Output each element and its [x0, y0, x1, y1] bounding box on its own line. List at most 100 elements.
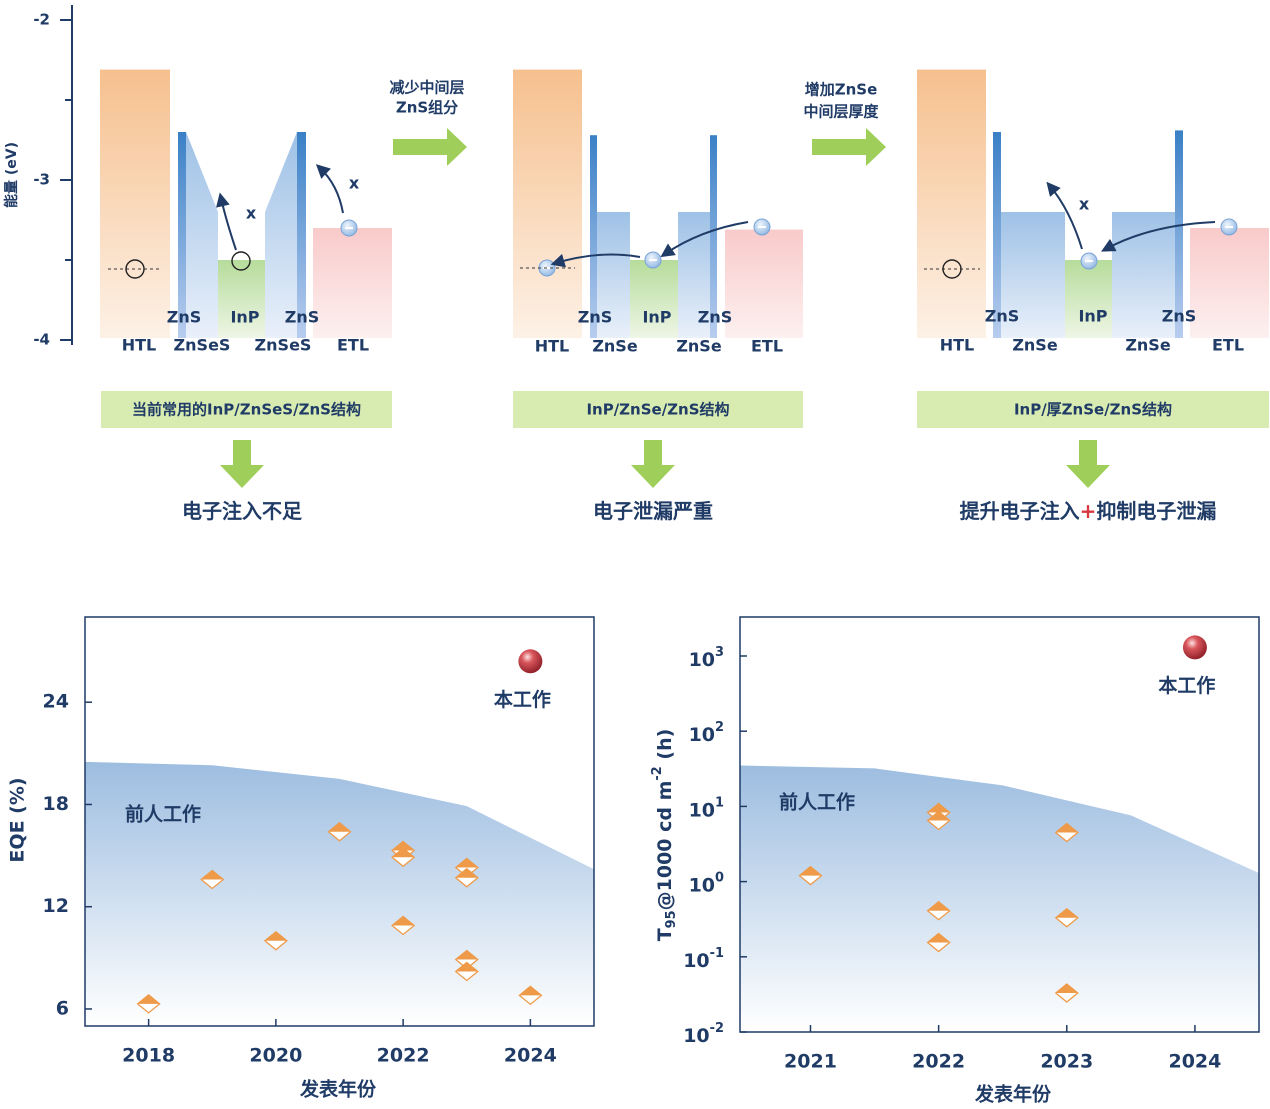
data-point	[926, 900, 951, 921]
layer-label: HTL	[940, 336, 975, 355]
layer-label: ZnSe	[1125, 336, 1171, 355]
arrow	[1046, 181, 1083, 250]
blocked-mark: x	[349, 174, 360, 193]
diamond-fill	[519, 986, 542, 996]
step-label: ZnS组分	[396, 99, 458, 117]
series-label: 前人工作	[779, 791, 855, 814]
band	[100, 69, 170, 338]
data-point	[1054, 983, 1079, 1003]
diamond-fill	[392, 916, 415, 926]
step-label: 中间层厚度	[803, 103, 879, 121]
x-tick-label: 2021	[784, 1051, 837, 1073]
step-arrow	[393, 128, 467, 166]
diamond-fill	[927, 803, 950, 813]
blocked-mark: x	[246, 204, 257, 223]
electron-empty	[231, 251, 251, 271]
band-diagram: -2 -3 -4 能量 (eV) ZnS InP ZnS HTL ZnSeS ZnSeS ETL x x…	[3, 5, 1269, 523]
x-tick-label: 2020	[249, 1045, 302, 1067]
diamond-fill	[927, 811, 950, 821]
down-arrow	[1066, 440, 1110, 488]
layer-label: ETL	[1212, 336, 1244, 355]
band	[725, 229, 803, 338]
x-axis-title: 发表年份	[299, 1078, 377, 1101]
x-tick-label: 2023	[1040, 1051, 1093, 1073]
diamond-fill	[927, 933, 950, 943]
diamond-fill	[455, 962, 478, 972]
band	[630, 260, 678, 338]
band	[313, 228, 392, 338]
plot-frame	[739, 616, 1260, 1033]
x-tick-label: 2024	[1168, 1051, 1221, 1073]
layer-label: HTL	[122, 336, 157, 355]
arrow	[315, 164, 344, 214]
band	[1001, 212, 1065, 338]
y-tick-label: 103	[689, 644, 724, 670]
y-tick-label: 6	[56, 997, 69, 1019]
graded-band	[186, 132, 218, 338]
layer-label: ZnS	[285, 308, 320, 327]
result: 提升电子注入+抑制电子泄漏	[960, 499, 1217, 523]
y-tick-label: 24	[43, 691, 69, 713]
data-point	[391, 847, 416, 868]
y-tick-label: 10-1	[683, 945, 724, 971]
diamond-fill	[1055, 908, 1078, 918]
arrow	[1101, 221, 1216, 252]
caption: InP/ZnSe/ZnS结构	[586, 401, 729, 419]
diamond-fill	[927, 901, 950, 911]
axis-title: 能量 (eV)	[3, 142, 20, 208]
band	[513, 69, 582, 338]
band	[590, 135, 597, 338]
data-point	[391, 915, 416, 936]
y-tick-label: 102	[689, 720, 724, 746]
data-point	[1182, 635, 1207, 660]
arrow	[216, 192, 237, 251]
layer-label: ZnSe	[1012, 336, 1058, 355]
arrow	[550, 253, 641, 268]
layer-label: ZnSeS	[255, 336, 312, 355]
result: 电子泄漏严重	[593, 499, 713, 523]
caption: InP/厚ZnSe/ZnS结构	[1014, 401, 1172, 419]
blocked-mark: x	[1079, 195, 1090, 214]
data-point	[926, 932, 951, 953]
diamond-fill	[392, 848, 415, 858]
y-axis-title: T95@1000 cd m-2 (h)	[650, 729, 679, 942]
charts: 2018 2020 2022 2024 6 12 18 24 发表年份 EQE (%) 前人工作 本工…	[7, 616, 1260, 1106]
layer-label: ZnS	[1162, 307, 1197, 326]
data-point	[518, 649, 543, 674]
y-tick-label: -3	[33, 171, 50, 189]
data-point	[454, 867, 479, 888]
layer-label: ZnS	[578, 308, 613, 327]
down-arrow	[631, 440, 675, 488]
result-part: 电子注入不足	[182, 499, 303, 523]
diamond-fill	[1055, 984, 1078, 994]
y-tick-label: 18	[43, 793, 69, 815]
diamond-fill	[455, 950, 478, 960]
data-point	[136, 994, 161, 1014]
layer-label: HTL	[535, 337, 570, 356]
y-tick-label: 100	[689, 870, 724, 896]
data-point	[798, 865, 823, 886]
y-axis-title: EQE (%)	[7, 777, 29, 862]
layer-label: ZnS	[698, 308, 733, 327]
x-tick-label: 2022	[377, 1045, 430, 1067]
band	[993, 132, 1001, 338]
prior-work-region	[740, 765, 1259, 1032]
x-tick-label: 2022	[912, 1051, 965, 1073]
band	[218, 260, 265, 338]
y-tick-label: 101	[689, 795, 724, 821]
layer-label: ZnSe	[592, 337, 638, 356]
caption: 当前常用的InP/ZnSeS/ZnS结构	[132, 401, 361, 419]
hole	[125, 259, 145, 279]
layer-label: ZnS	[985, 307, 1020, 326]
data-point	[1054, 907, 1079, 928]
y-tick-label: -4	[33, 331, 50, 349]
carriers	[108, 164, 1216, 279]
prior-work-region	[85, 761, 594, 1026]
series-label: 本工作	[1158, 674, 1215, 697]
layer-label: ZnSeS	[174, 336, 231, 355]
data-point	[263, 930, 288, 951]
layer-label: ZnSe	[676, 337, 722, 356]
result-part: 抑制电子泄漏	[1096, 499, 1216, 523]
